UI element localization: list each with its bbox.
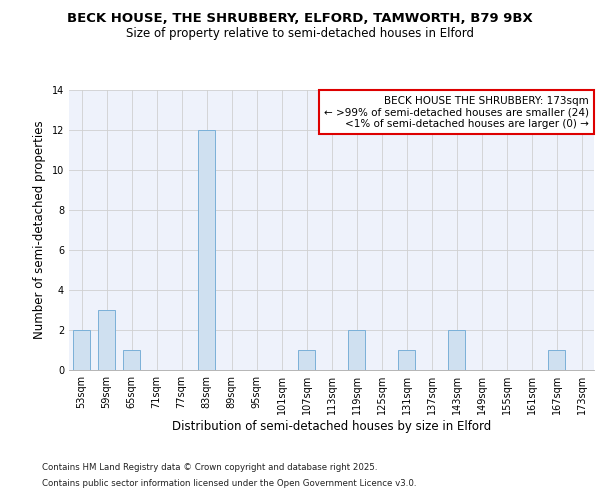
Bar: [198, 130, 215, 370]
Bar: [123, 350, 140, 370]
Text: Size of property relative to semi-detached houses in Elford: Size of property relative to semi-detach…: [126, 28, 474, 40]
Bar: [448, 330, 465, 370]
X-axis label: Distribution of semi-detached houses by size in Elford: Distribution of semi-detached houses by …: [172, 420, 491, 433]
Bar: [398, 350, 415, 370]
Text: BECK HOUSE, THE SHRUBBERY, ELFORD, TAMWORTH, B79 9BX: BECK HOUSE, THE SHRUBBERY, ELFORD, TAMWO…: [67, 12, 533, 26]
Text: BECK HOUSE THE SHRUBBERY: 173sqm
← >99% of semi-detached houses are smaller (24): BECK HOUSE THE SHRUBBERY: 173sqm ← >99% …: [324, 96, 589, 129]
Bar: [548, 350, 565, 370]
Bar: [98, 310, 115, 370]
Bar: [348, 330, 365, 370]
Bar: [298, 350, 315, 370]
Text: Contains HM Land Registry data © Crown copyright and database right 2025.: Contains HM Land Registry data © Crown c…: [42, 464, 377, 472]
Bar: [73, 330, 90, 370]
Y-axis label: Number of semi-detached properties: Number of semi-detached properties: [33, 120, 46, 340]
Text: Contains public sector information licensed under the Open Government Licence v3: Contains public sector information licen…: [42, 478, 416, 488]
